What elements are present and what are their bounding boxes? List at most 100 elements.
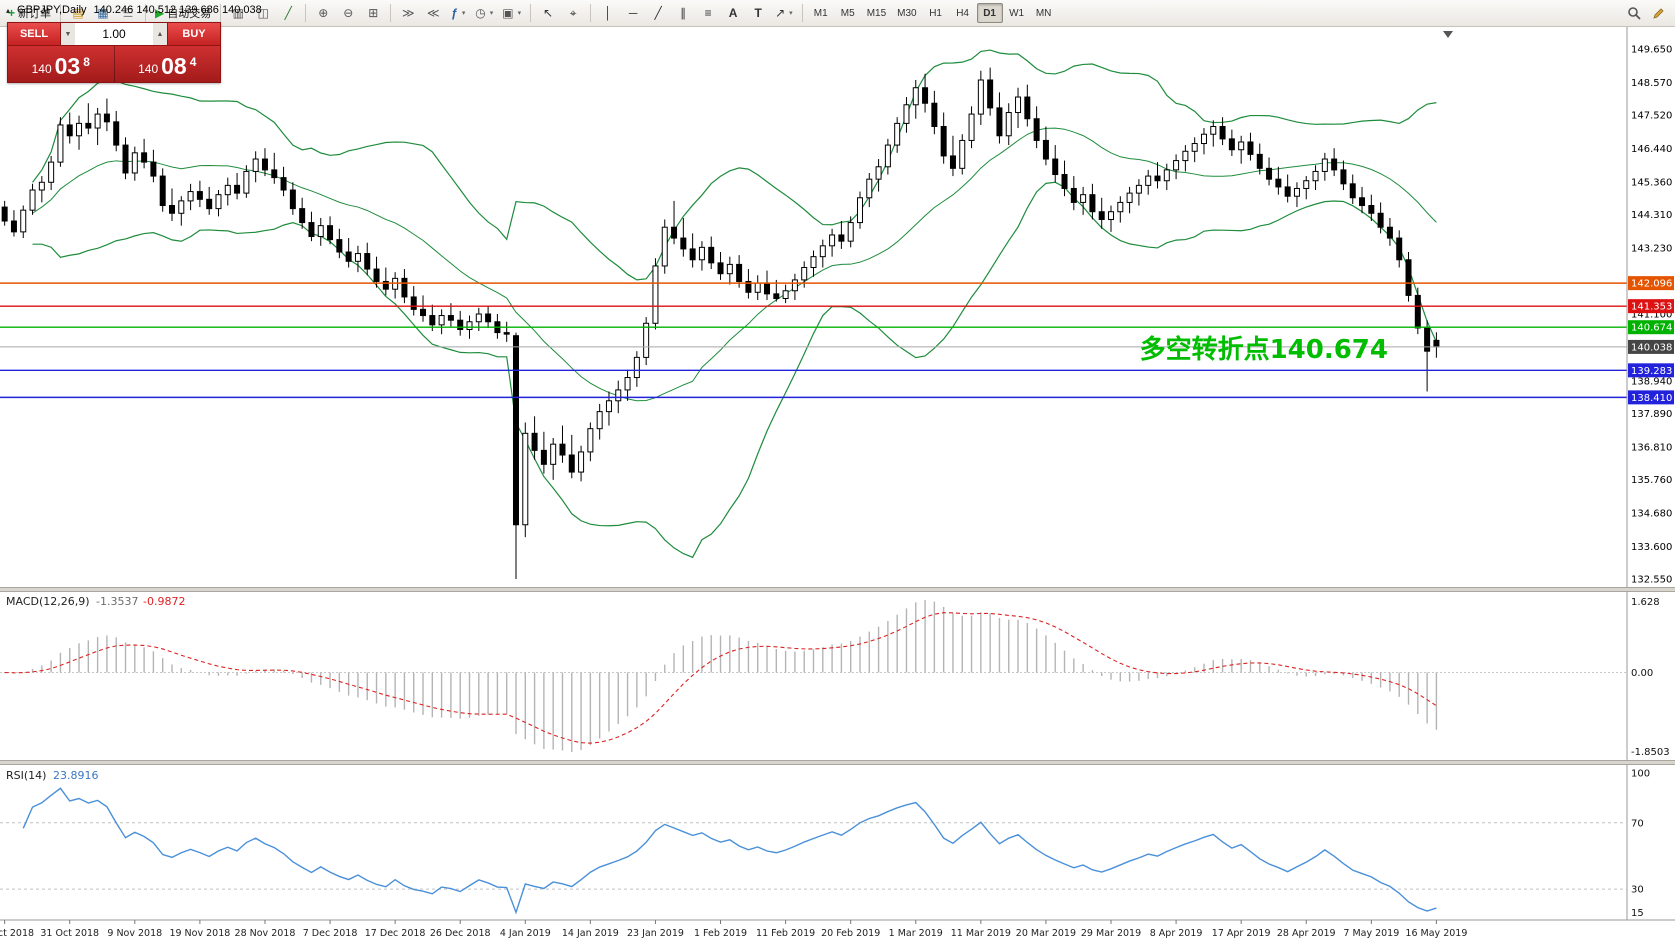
cursor-icon: ↖	[543, 6, 554, 20]
date-label: 1 Feb 2019	[694, 928, 747, 939]
timeframe-m30[interactable]: M30	[897, 7, 917, 19]
toolbar-separator	[305, 4, 307, 22]
turning-point-annotation[interactable]: 多空转折点140.674	[1140, 334, 1388, 365]
svg-text:149.650: 149.650	[1631, 45, 1672, 56]
date-label: 8 Apr 2019	[1150, 928, 1203, 939]
vertical-line-icon: │	[604, 6, 612, 20]
toolbar-separator	[220, 4, 222, 22]
clock-icon: ◷	[475, 6, 486, 20]
candlestick-chart-button[interactable]: ◫	[251, 2, 275, 24]
templates-icon: ▣	[502, 6, 514, 20]
date-label: 28 Apr 2019	[1277, 928, 1336, 939]
symbol-name: GBPJPY,Daily	[17, 4, 87, 16]
chart-shift-button[interactable]: ≪	[421, 2, 445, 24]
quick-edit-button[interactable]	[1647, 2, 1671, 24]
zoom-out-button[interactable]: ⊖	[336, 2, 360, 24]
periods-button[interactable]: ◷ ▾	[471, 2, 497, 24]
date-label: 11 Mar 2019	[951, 928, 1011, 939]
hline-price-label: 139.283	[1631, 366, 1672, 377]
date-label: 11 Feb 2019	[756, 928, 815, 939]
sell-price-pip: 8	[83, 55, 90, 69]
crosshair-button[interactable]: ⌖	[561, 2, 585, 24]
chart-region[interactable]: 多空转折点140.674 149.650 148.570 147.520 146.440…	[0, 27, 1675, 950]
tile-windows-button[interactable]: ⊞	[361, 2, 385, 24]
trendline-button[interactable]: ╱	[646, 2, 670, 24]
chart-shift-marker	[1443, 31, 1453, 38]
label-button[interactable]: T	[746, 2, 770, 24]
crosshair-icon: ⌖	[569, 6, 577, 20]
timeframe-m15[interactable]: M15	[866, 7, 887, 19]
sell-button[interactable]: SELL	[8, 23, 60, 45]
macd-panel: MACD(12,26,9) -1.3537 -0.9872 1.628 0.00 -1.8…	[0, 595, 1670, 758]
one-click-collapse-arrow[interactable]: ▴	[6, 5, 11, 15]
horizontal-line-icon: ─	[628, 6, 638, 20]
search-icon	[1628, 7, 1641, 20]
volume-input[interactable]	[75, 23, 153, 45]
toolbar-separator	[590, 4, 592, 22]
sell-price[interactable]: 140 03 8	[8, 46, 114, 82]
navigator-button[interactable]: ☰	[116, 2, 140, 24]
fibonacci-button[interactable]: ≡	[696, 2, 720, 24]
line-chart-button[interactable]: ╱	[276, 2, 300, 24]
symbol-bar: ▴ GBPJPY,Daily 140.246 140.512 139.686 1…	[6, 4, 262, 16]
svg-text:132.550: 132.550	[1631, 575, 1672, 586]
timeframe-d1[interactable]: D1	[976, 3, 1003, 23]
channel-button[interactable]: ∥	[671, 2, 695, 24]
horizontal-line-button[interactable]: ─	[621, 2, 645, 24]
date-label: 7 Dec 2018	[303, 928, 358, 939]
date-label: 26 Dec 2018	[430, 928, 491, 939]
svg-text:-1.8503: -1.8503	[1631, 747, 1670, 758]
channel-icon: ∥	[680, 6, 687, 20]
cursor-button[interactable]: ↖	[536, 2, 560, 24]
hline-price-label: 138.410	[1631, 393, 1672, 404]
date-label: 19 Nov 2018	[169, 928, 230, 939]
svg-text:30: 30	[1631, 885, 1644, 896]
zoom-in-button[interactable]: ⊕	[311, 2, 335, 24]
svg-text:135.760: 135.760	[1631, 475, 1672, 486]
date-label: 17 Apr 2019	[1212, 928, 1271, 939]
zoom-in-icon: ⊕	[318, 6, 329, 20]
autotrading-button[interactable]: ▶ 自动交易	[151, 2, 215, 24]
price-hlines[interactable]	[0, 282, 1627, 399]
timeframe-m5[interactable]: M5	[840, 7, 855, 19]
rsi-label: RSI(14)	[6, 769, 46, 782]
toolbar-separator	[145, 4, 147, 22]
date-label: 22 Oct 2018	[0, 928, 34, 939]
timeframe-m1[interactable]: M1	[813, 7, 828, 19]
buy-price-prefix: 140	[138, 62, 159, 77]
timeframe-h1[interactable]: H1	[929, 7, 942, 19]
price-axis: 149.650 148.570 147.520 146.440 145.360 144.3…	[1626, 27, 1674, 920]
buy-button[interactable]: BUY	[168, 23, 220, 45]
autotrading-icon: ▶	[155, 6, 165, 20]
svg-text:70: 70	[1631, 818, 1644, 829]
label-icon: T	[754, 6, 762, 20]
auto-scroll-button[interactable]: ≫	[396, 2, 420, 24]
svg-text:146.440: 146.440	[1631, 144, 1672, 155]
date-label: 28 Nov 2018	[235, 928, 296, 939]
timeframe-w1[interactable]: W1	[1009, 7, 1025, 19]
data-window-button[interactable]: ▦	[91, 2, 115, 24]
buy-price[interactable]: 140 08 4	[115, 46, 221, 82]
date-label: 17 Dec 2018	[365, 928, 426, 939]
data-window-icon: ▦	[97, 6, 109, 20]
timeframe-mn[interactable]: MN	[1035, 7, 1052, 19]
vertical-line-button[interactable]: │	[596, 2, 620, 24]
svg-text:134.680: 134.680	[1631, 508, 1672, 519]
line-chart-icon: ╱	[284, 6, 292, 20]
indicators-button[interactable]: ƒ ▾	[446, 2, 470, 24]
timeframe-h4[interactable]: H4	[956, 7, 969, 19]
market-watch-button[interactable]: ▤	[66, 2, 90, 24]
new-order-icon: +	[8, 6, 16, 20]
arrows-button[interactable]: ↗ ▾	[771, 2, 797, 24]
pencil-icon	[1653, 8, 1664, 19]
new-order-button[interactable]: + 新订单	[4, 2, 55, 24]
volume-decrease-button[interactable]: ▼	[61, 23, 75, 45]
toolbar-separator	[530, 4, 532, 22]
search-button[interactable]	[1622, 2, 1646, 24]
bar-chart-button[interactable]: ▥	[226, 2, 250, 24]
chart-canvas[interactable]: 多空转折点140.674 149.650 148.570 147.520 146.440…	[0, 27, 1675, 950]
text-button[interactable]: A	[721, 2, 745, 24]
templates-button[interactable]: ▣ ▾	[498, 2, 525, 24]
toolbar-separator	[801, 4, 803, 22]
volume-increase-button[interactable]: ▲	[153, 23, 167, 45]
